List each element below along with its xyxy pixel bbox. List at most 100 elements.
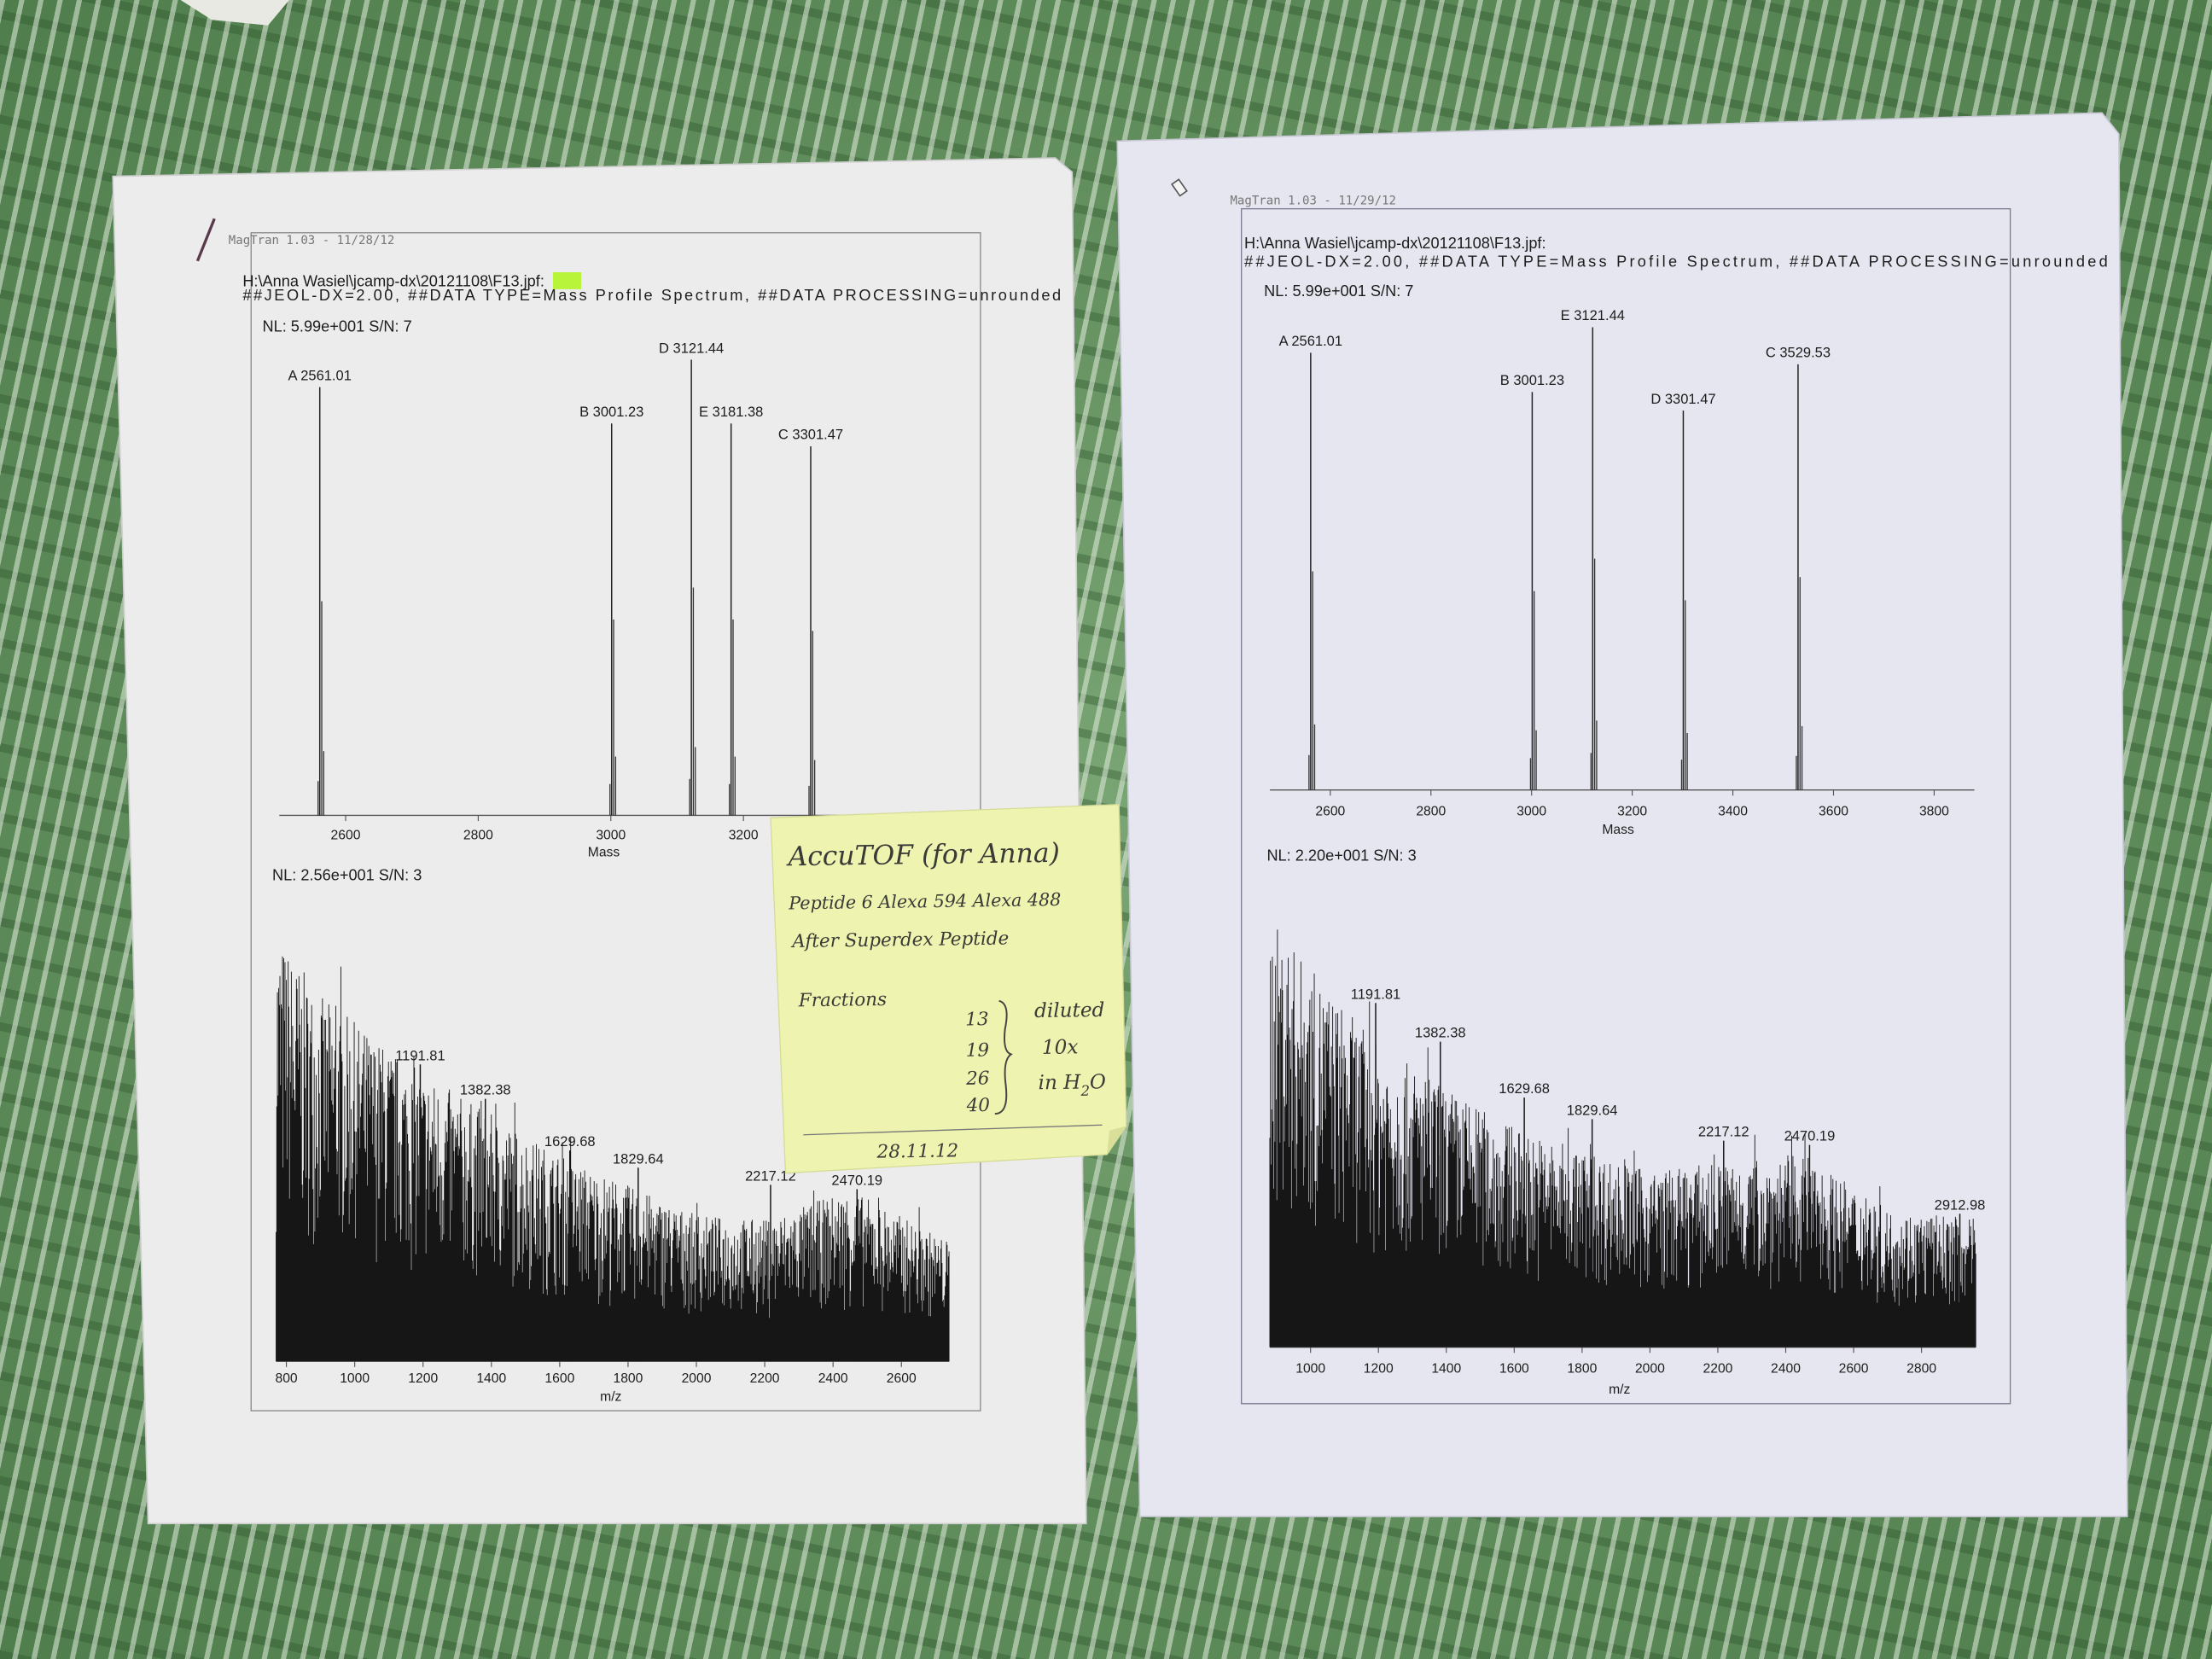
x-tick-label: 2400 xyxy=(818,1371,848,1386)
x-tick-label: 2200 xyxy=(750,1371,780,1386)
note-title: AccuTOF (for Anna) xyxy=(785,838,1060,872)
left-top-spectrum: 2600 2800 3000 3200 A 2561.01 B 3001.23 D 3121… xyxy=(279,340,976,843)
annotated-peak-label: 1382.38 xyxy=(1415,1025,1466,1041)
x-tick-label: 1200 xyxy=(1364,1361,1394,1376)
x-tick-label: 3200 xyxy=(729,829,759,843)
note-10x: 10x xyxy=(1042,1036,1079,1059)
filename-highlight xyxy=(553,272,582,289)
stray-paper-corner xyxy=(180,0,289,26)
annotated-peak-label: 2217.12 xyxy=(1698,1124,1749,1140)
annotated-peak-label: 1829.64 xyxy=(613,1150,664,1167)
peak-label: C 3529.53 xyxy=(1766,345,1831,361)
sticky-note: AccuTOF (for Anna) Peptide 6 Alexa 594 A… xyxy=(770,804,1127,1174)
x-tick-label: 2400 xyxy=(1771,1361,1801,1376)
x-tick-label: 2800 xyxy=(463,829,493,843)
x-tick-label: 1400 xyxy=(1431,1361,1461,1376)
right-plot-frame xyxy=(1241,207,2011,1405)
note-o: O xyxy=(1090,1071,1106,1093)
annotated-peak-label: 1829.64 xyxy=(1567,1102,1618,1118)
x-tick-label: 1800 xyxy=(613,1371,643,1386)
peak-label: D 3301.47 xyxy=(1650,391,1715,407)
x-tick-label: 3600 xyxy=(1819,804,1848,818)
right-software-stamp: MagTran 1.03 - 11/29/12 xyxy=(1230,195,1396,208)
x-tick-label: 2600 xyxy=(331,829,361,843)
note-in-h: in H xyxy=(1038,1072,1081,1095)
peak-label: A 2561.01 xyxy=(288,367,352,383)
annotated-peak-label: 2217.12 xyxy=(745,1167,796,1184)
note-diluted: diluted xyxy=(1034,999,1105,1022)
peak: A 2561.01 xyxy=(1279,333,1342,790)
x-tick-label: 3800 xyxy=(1919,804,1949,818)
x-tick-label: 800 xyxy=(275,1371,297,1386)
annotated-peak-label: 1629.68 xyxy=(544,1133,596,1150)
annotated-peak-label: 1191.81 xyxy=(1351,986,1400,1002)
right-bottom-nl: NL: 2.20e+001 S/N: 3 xyxy=(1266,847,1416,864)
left-top-xlabel: Mass xyxy=(588,845,620,859)
peak-label: E 3121.44 xyxy=(1561,307,1625,323)
x-tick-label: 1600 xyxy=(1499,1361,1529,1376)
note-line2: After Superdex Peptide xyxy=(790,928,1009,953)
x-tick-label: 2000 xyxy=(682,1371,712,1386)
x-tick-label: 1200 xyxy=(408,1371,438,1386)
peak: B 3001.23 xyxy=(1500,372,1564,790)
note-fractions-label: Fractions xyxy=(798,989,888,1011)
x-tick-label: 2600 xyxy=(1839,1361,1869,1376)
right-header-line2: ##JEOL-DX=2.00, ##DATA TYPE=Mass Profile… xyxy=(1244,253,2108,270)
annotated-peak-label: 2470.19 xyxy=(831,1172,882,1188)
x-tick-label: 3400 xyxy=(1718,804,1748,818)
peak-label: D 3121.44 xyxy=(659,340,724,356)
x-tick-label: 3200 xyxy=(1617,804,1647,818)
path-highlight: F13 xyxy=(492,273,519,290)
right-top-spectrum: 2600 2800 3000 3200 3400 3600 3800 A 2561.01 B 3… xyxy=(1270,307,1975,818)
annotated-peak-label: 2912.98 xyxy=(1935,1196,1986,1213)
annotated-peak-label: 2470.19 xyxy=(1784,1128,1836,1144)
right-sheet: MagTran 1.03 - 11/29/12 H:\Anna Wasiel\j… xyxy=(1116,112,2128,1517)
peak-label: A 2561.01 xyxy=(1279,333,1342,349)
peak-label: C 3301.47 xyxy=(778,427,843,443)
peak: C 3301.47 xyxy=(778,427,843,816)
peak-label: B 3001.23 xyxy=(1500,372,1564,388)
noise-trace xyxy=(1269,929,1976,1348)
right-bottom-spectrum: 1000 1200 1400 1600 1800 2000 2200 2400 2600 2800… xyxy=(1269,929,1986,1376)
x-tick-label: 2800 xyxy=(1416,804,1446,818)
x-tick-label: 2800 xyxy=(1906,1361,1936,1376)
left-top-nl: NL: 5.99e+001 S/N: 7 xyxy=(262,317,411,335)
left-bottom-nl: NL: 2.56e+001 S/N: 3 xyxy=(272,867,422,884)
path-suffix: .jpf: xyxy=(520,273,544,290)
peak: B 3001.23 xyxy=(579,404,643,816)
x-tick-label: 2600 xyxy=(1315,804,1345,818)
peak: D 3301.47 xyxy=(1650,391,1716,790)
x-tick-label: 1000 xyxy=(340,1371,370,1386)
annotated-peak-label: 1382.38 xyxy=(460,1082,511,1098)
x-tick-label: 1600 xyxy=(544,1371,574,1386)
note-divider xyxy=(803,1124,1103,1136)
noise-trace xyxy=(276,956,950,1362)
annotated-peak-label: 1629.68 xyxy=(1499,1080,1550,1097)
right-file-path: H:\Anna Wasiel\jcamp-dx\20121108\F13.jpf… xyxy=(1244,235,1546,252)
fraction-19: 19 xyxy=(966,1039,990,1061)
path-prefix: H:\Anna Wasiel\jcamp-dx\20121108\ xyxy=(242,273,493,290)
right-bottom-xlabel: m/z xyxy=(1609,1382,1630,1397)
right-top-xlabel: Mass xyxy=(1602,823,1634,837)
note-date: 28.11.12 xyxy=(876,1140,958,1162)
peak: E 3181.38 xyxy=(699,404,763,816)
x-tick-label: 2000 xyxy=(1635,1361,1665,1376)
pen-mark xyxy=(195,218,216,262)
left-bottom-xlabel: m/z xyxy=(600,1389,621,1404)
peak: A 2561.01 xyxy=(288,367,352,816)
x-tick-label: 2200 xyxy=(1703,1361,1733,1376)
fraction-13: 13 xyxy=(965,1009,989,1030)
fraction-26: 26 xyxy=(965,1068,990,1089)
fraction-40: 40 xyxy=(965,1095,990,1116)
x-tick-label: 1000 xyxy=(1295,1361,1325,1376)
x-tick-label: 3000 xyxy=(1516,804,1546,818)
left-file-path: H:\Anna Wasiel\jcamp-dx\20121108\F13.jpf… xyxy=(242,273,544,290)
note-subscript: 2 xyxy=(1080,1083,1090,1099)
annotated-peak-label: 1191.81 xyxy=(395,1047,445,1063)
x-tick-label: 1800 xyxy=(1567,1361,1597,1376)
x-tick-label: 1400 xyxy=(476,1371,506,1386)
staple xyxy=(1171,178,1188,197)
peak: C 3529.53 xyxy=(1766,345,1831,790)
x-tick-label: 3000 xyxy=(596,829,626,843)
left-header-line2: ##JEOL-DX=2.00, ##DATA TYPE=Mass Profile… xyxy=(242,287,1061,304)
